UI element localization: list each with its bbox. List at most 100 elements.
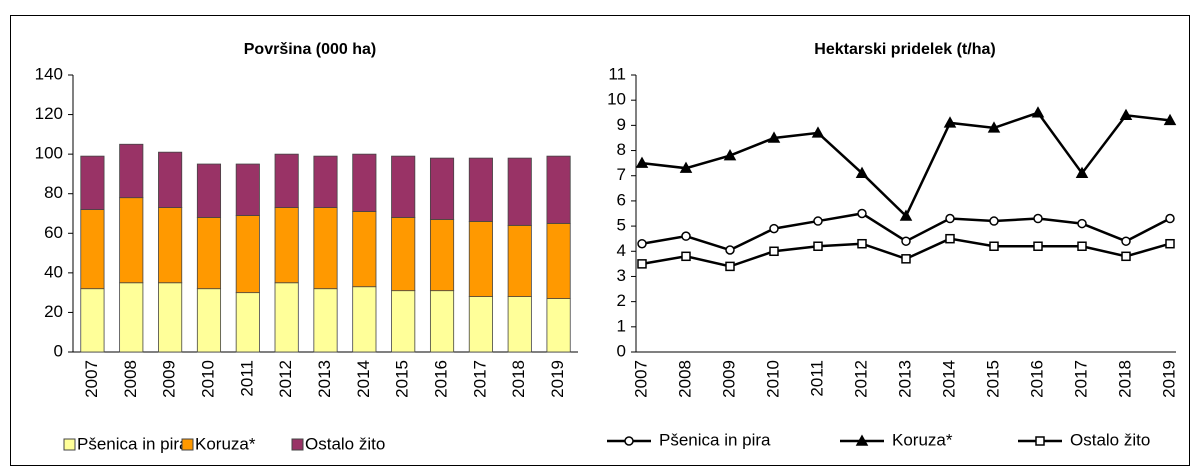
bar-segment: [468, 296, 493, 353]
marker: [1033, 241, 1043, 251]
marker: [901, 254, 911, 264]
bar-segment: [274, 153, 299, 208]
x-tick-label: 2012: [851, 360, 870, 398]
y-tick-label: 8: [617, 140, 626, 159]
legend-swatch: [181, 438, 194, 451]
marker: [855, 434, 869, 446]
x-tick-label: 2010: [763, 360, 782, 398]
x-tick-label: 2017: [470, 360, 489, 398]
x-tick-label: 2013: [895, 360, 914, 398]
x-tick-label: 2014: [939, 360, 958, 398]
marker: [723, 149, 737, 161]
x-tick-label: 2007: [82, 360, 101, 398]
bar-segment: [507, 296, 532, 353]
y-tick-label: 40: [44, 262, 63, 281]
marker: [901, 236, 911, 246]
marker: [1163, 113, 1177, 126]
y-tick-label: 1: [617, 316, 626, 335]
bar-segment: [546, 222, 571, 299]
bar-segment: [119, 197, 144, 284]
marker: [624, 436, 634, 446]
legend-swatch: [63, 438, 76, 451]
bar-segment: [80, 155, 105, 210]
bar-segment: [546, 155, 571, 224]
bar-segment: [468, 157, 493, 222]
bar-segment: [235, 163, 260, 216]
bar-segment: [352, 153, 377, 212]
marker: [1165, 213, 1175, 224]
y-tick-label: 11: [608, 64, 626, 83]
legend-label: Koruza*: [892, 430, 953, 449]
marker: [1035, 436, 1045, 446]
bar-segment: [429, 290, 455, 353]
marker: [769, 246, 779, 257]
bar-segment: [196, 288, 222, 353]
x-tick-label: 2011: [237, 360, 256, 397]
marker: [943, 116, 957, 128]
legend-swatch: [291, 438, 304, 451]
marker: [1075, 166, 1089, 178]
bar-segment: [507, 157, 532, 226]
marker: [637, 259, 647, 269]
x-tick-label: 2008: [121, 360, 140, 398]
bar-segment: [313, 288, 338, 353]
marker: [813, 241, 823, 251]
marker: [767, 131, 781, 143]
bar-segment: [391, 155, 416, 218]
bar-segment: [80, 288, 105, 353]
marker: [989, 216, 999, 226]
x-tick-label: 2010: [198, 360, 217, 398]
x-tick-label: 2017: [1071, 360, 1090, 398]
x-tick-label: 2007: [631, 360, 650, 398]
y-tick-label: 120: [35, 104, 63, 123]
bar-segment: [119, 282, 144, 353]
y-tick-label: 6: [617, 190, 626, 209]
bar-segment: [235, 215, 260, 294]
marker: [681, 231, 691, 241]
y-tick-label: 80: [44, 183, 63, 202]
bar-segment: [313, 207, 338, 290]
y-tick-label: 7: [617, 165, 626, 184]
y-tick-label: 60: [44, 223, 63, 242]
x-tick-label: 2008: [675, 360, 694, 398]
y-tick-label: 3: [617, 266, 626, 285]
bar-segment: [468, 221, 493, 298]
bar-segment: [352, 286, 377, 353]
bar-segment: [158, 282, 183, 353]
bar-segment: [391, 217, 416, 292]
marker: [945, 233, 955, 244]
y-tick-label: 5: [617, 216, 626, 235]
legend-label: Ostalo žito: [305, 434, 385, 453]
marker: [855, 166, 869, 178]
marker: [899, 209, 913, 221]
frame: [10, 15, 1190, 466]
bar-segment: [158, 151, 183, 208]
bar-segment: [391, 290, 416, 353]
marker: [987, 121, 1001, 133]
y-tick-label: 2: [617, 291, 626, 310]
bar-segment: [235, 292, 260, 353]
marker: [725, 261, 735, 272]
marker: [637, 238, 647, 249]
bar-segment: [274, 207, 299, 284]
bar-segment: [546, 298, 571, 353]
marker: [1121, 251, 1131, 262]
y-tick-label: 4: [617, 241, 626, 260]
legend-label: Pšenica in pira: [659, 430, 771, 449]
marker: [857, 208, 867, 219]
x-tick-label: 2014: [354, 360, 373, 398]
y-tick-label: 9: [617, 115, 626, 134]
bar-segment: [313, 155, 338, 208]
bar-segment: [196, 217, 222, 290]
y-tick-label: 10: [607, 90, 626, 109]
bar-segment: [119, 143, 144, 199]
marker: [1165, 238, 1175, 249]
marker: [1121, 236, 1131, 246]
x-tick-label: 2018: [509, 360, 528, 398]
marker: [811, 126, 825, 138]
legend-label: Koruza*: [195, 434, 256, 453]
marker: [1077, 241, 1087, 251]
x-tick-label: 2015: [983, 360, 1002, 398]
marker: [857, 238, 867, 249]
